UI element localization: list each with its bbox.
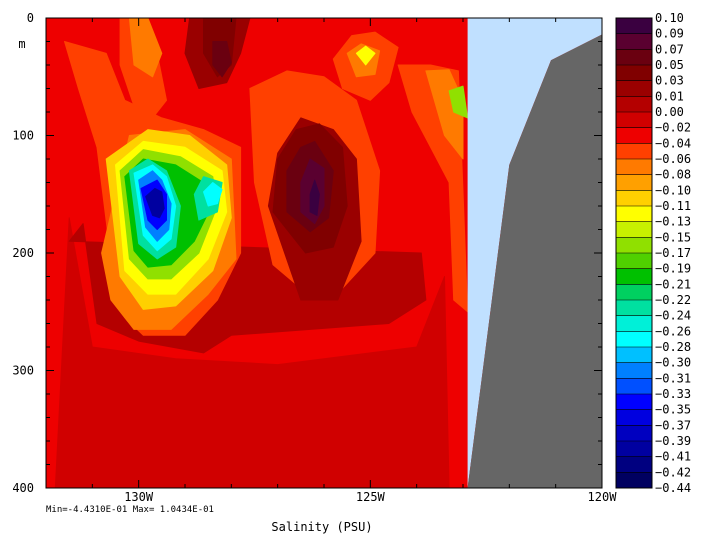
- colorbar-swatch: [616, 362, 652, 379]
- colorbar-label: −0.02: [655, 121, 691, 135]
- colorbar-swatch: [616, 143, 652, 160]
- colorbar-label: 0.03: [655, 74, 684, 88]
- colorbar-label: 0.07: [655, 42, 684, 56]
- y-tick-label: 400: [12, 481, 34, 495]
- colorbar-label: −0.15: [655, 230, 691, 244]
- colorbar-swatch: [616, 378, 652, 395]
- y-axis-label: m: [18, 37, 25, 51]
- colorbar: 0.10 0.090.07 0.05 0.030.01 0.00 −0.02−0.04 −0…: [615, 11, 691, 495]
- colorbar-swatch: [616, 441, 652, 458]
- colorbar-swatch: [616, 49, 652, 66]
- y-tick-label: 100: [12, 129, 34, 143]
- land-mask: [467, 34, 602, 488]
- colorbar-label: −0.37: [655, 418, 691, 432]
- colorbar-swatch: [616, 237, 652, 254]
- colorbar-label: −0.08: [655, 168, 691, 182]
- nodata-region: [467, 18, 602, 488]
- colorbar-swatch: [616, 33, 652, 50]
- y-tick-label: 0: [27, 11, 34, 25]
- colorbar-swatch: [616, 315, 652, 332]
- colorbar-label: −0.28: [655, 340, 691, 354]
- contour-region-29: [309, 179, 320, 216]
- colorbar-swatch: [616, 190, 652, 207]
- colorbar-swatch: [616, 284, 652, 301]
- colorbar-label: −0.33: [655, 387, 691, 401]
- colorbar-label: −0.30: [655, 356, 691, 370]
- colorbar-swatch: [616, 18, 652, 35]
- colorbar-label: −0.35: [655, 403, 691, 417]
- colorbar-label: −0.19: [655, 262, 691, 276]
- colorbar-label: −0.24: [655, 309, 691, 323]
- colorbar-label: −0.31: [655, 371, 691, 385]
- colorbar-swatch: [616, 159, 652, 176]
- contour-region-19: [203, 182, 223, 207]
- colorbar-swatch: [616, 127, 652, 144]
- colorbar-swatch: [616, 394, 652, 411]
- colorbar-swatch: [616, 80, 652, 97]
- colorbar-label: −0.04: [655, 136, 691, 150]
- colorbar-swatch: [616, 472, 652, 489]
- colorbar-swatch: [616, 96, 652, 113]
- colorbar-label: −0.11: [655, 199, 691, 213]
- colorbar-label: 0.00: [655, 105, 684, 119]
- colorbar-label: −0.06: [655, 152, 691, 166]
- colorbar-swatch: [616, 221, 652, 238]
- colorbar-swatch: [616, 65, 652, 82]
- stats-label: Min=-4.4310E-01 Max= 1.0434E-01: [46, 505, 214, 515]
- colorbar-swatch: [616, 174, 652, 191]
- plot-area: [46, 17, 602, 489]
- colorbar-label: −0.22: [655, 293, 691, 307]
- colorbar-swatch: [616, 253, 652, 270]
- x-axis-label: Salinity (PSU): [271, 520, 372, 534]
- colorbar-label: −0.42: [655, 465, 691, 479]
- colorbar-label: −0.26: [655, 324, 691, 338]
- contour-region-31: [212, 41, 232, 78]
- colorbar-label: −0.44: [655, 481, 691, 495]
- x-tick-label: 125W: [356, 490, 386, 504]
- colorbar-label: 0.01: [655, 89, 684, 103]
- colorbar-swatch: [616, 268, 652, 285]
- colorbar-swatch: [616, 409, 652, 426]
- y-tick-label: 200: [12, 246, 34, 260]
- colorbar-label: 0.05: [655, 58, 684, 72]
- colorbar-swatch: [616, 112, 652, 129]
- colorbar-swatch: [616, 456, 652, 473]
- y-tick-label: 300: [12, 364, 34, 378]
- colorbar-label: 0.10: [655, 11, 684, 25]
- colorbar-swatch: [616, 331, 652, 348]
- contour-region-12: [355, 45, 376, 66]
- colorbar-label: −0.39: [655, 434, 691, 448]
- colorbar-swatch: [616, 206, 652, 223]
- colorbar-label: −0.21: [655, 277, 691, 291]
- colorbar-swatch: [616, 300, 652, 317]
- axes: 0 100 200 300 400 130W 125W 120W: [12, 11, 617, 504]
- colorbar-label: −0.41: [655, 450, 691, 464]
- colorbar-label: −0.17: [655, 246, 691, 260]
- colorbar-label: −0.10: [655, 183, 691, 197]
- colorbar-label: 0.09: [655, 27, 684, 41]
- colorbar-label: −0.13: [655, 215, 691, 229]
- colorbar-swatch: [616, 347, 652, 364]
- contour-region-23: [145, 187, 165, 219]
- x-tick-label: 130W: [124, 490, 154, 504]
- colorbar-swatch: [616, 425, 652, 442]
- x-tick-label: 120W: [588, 490, 618, 504]
